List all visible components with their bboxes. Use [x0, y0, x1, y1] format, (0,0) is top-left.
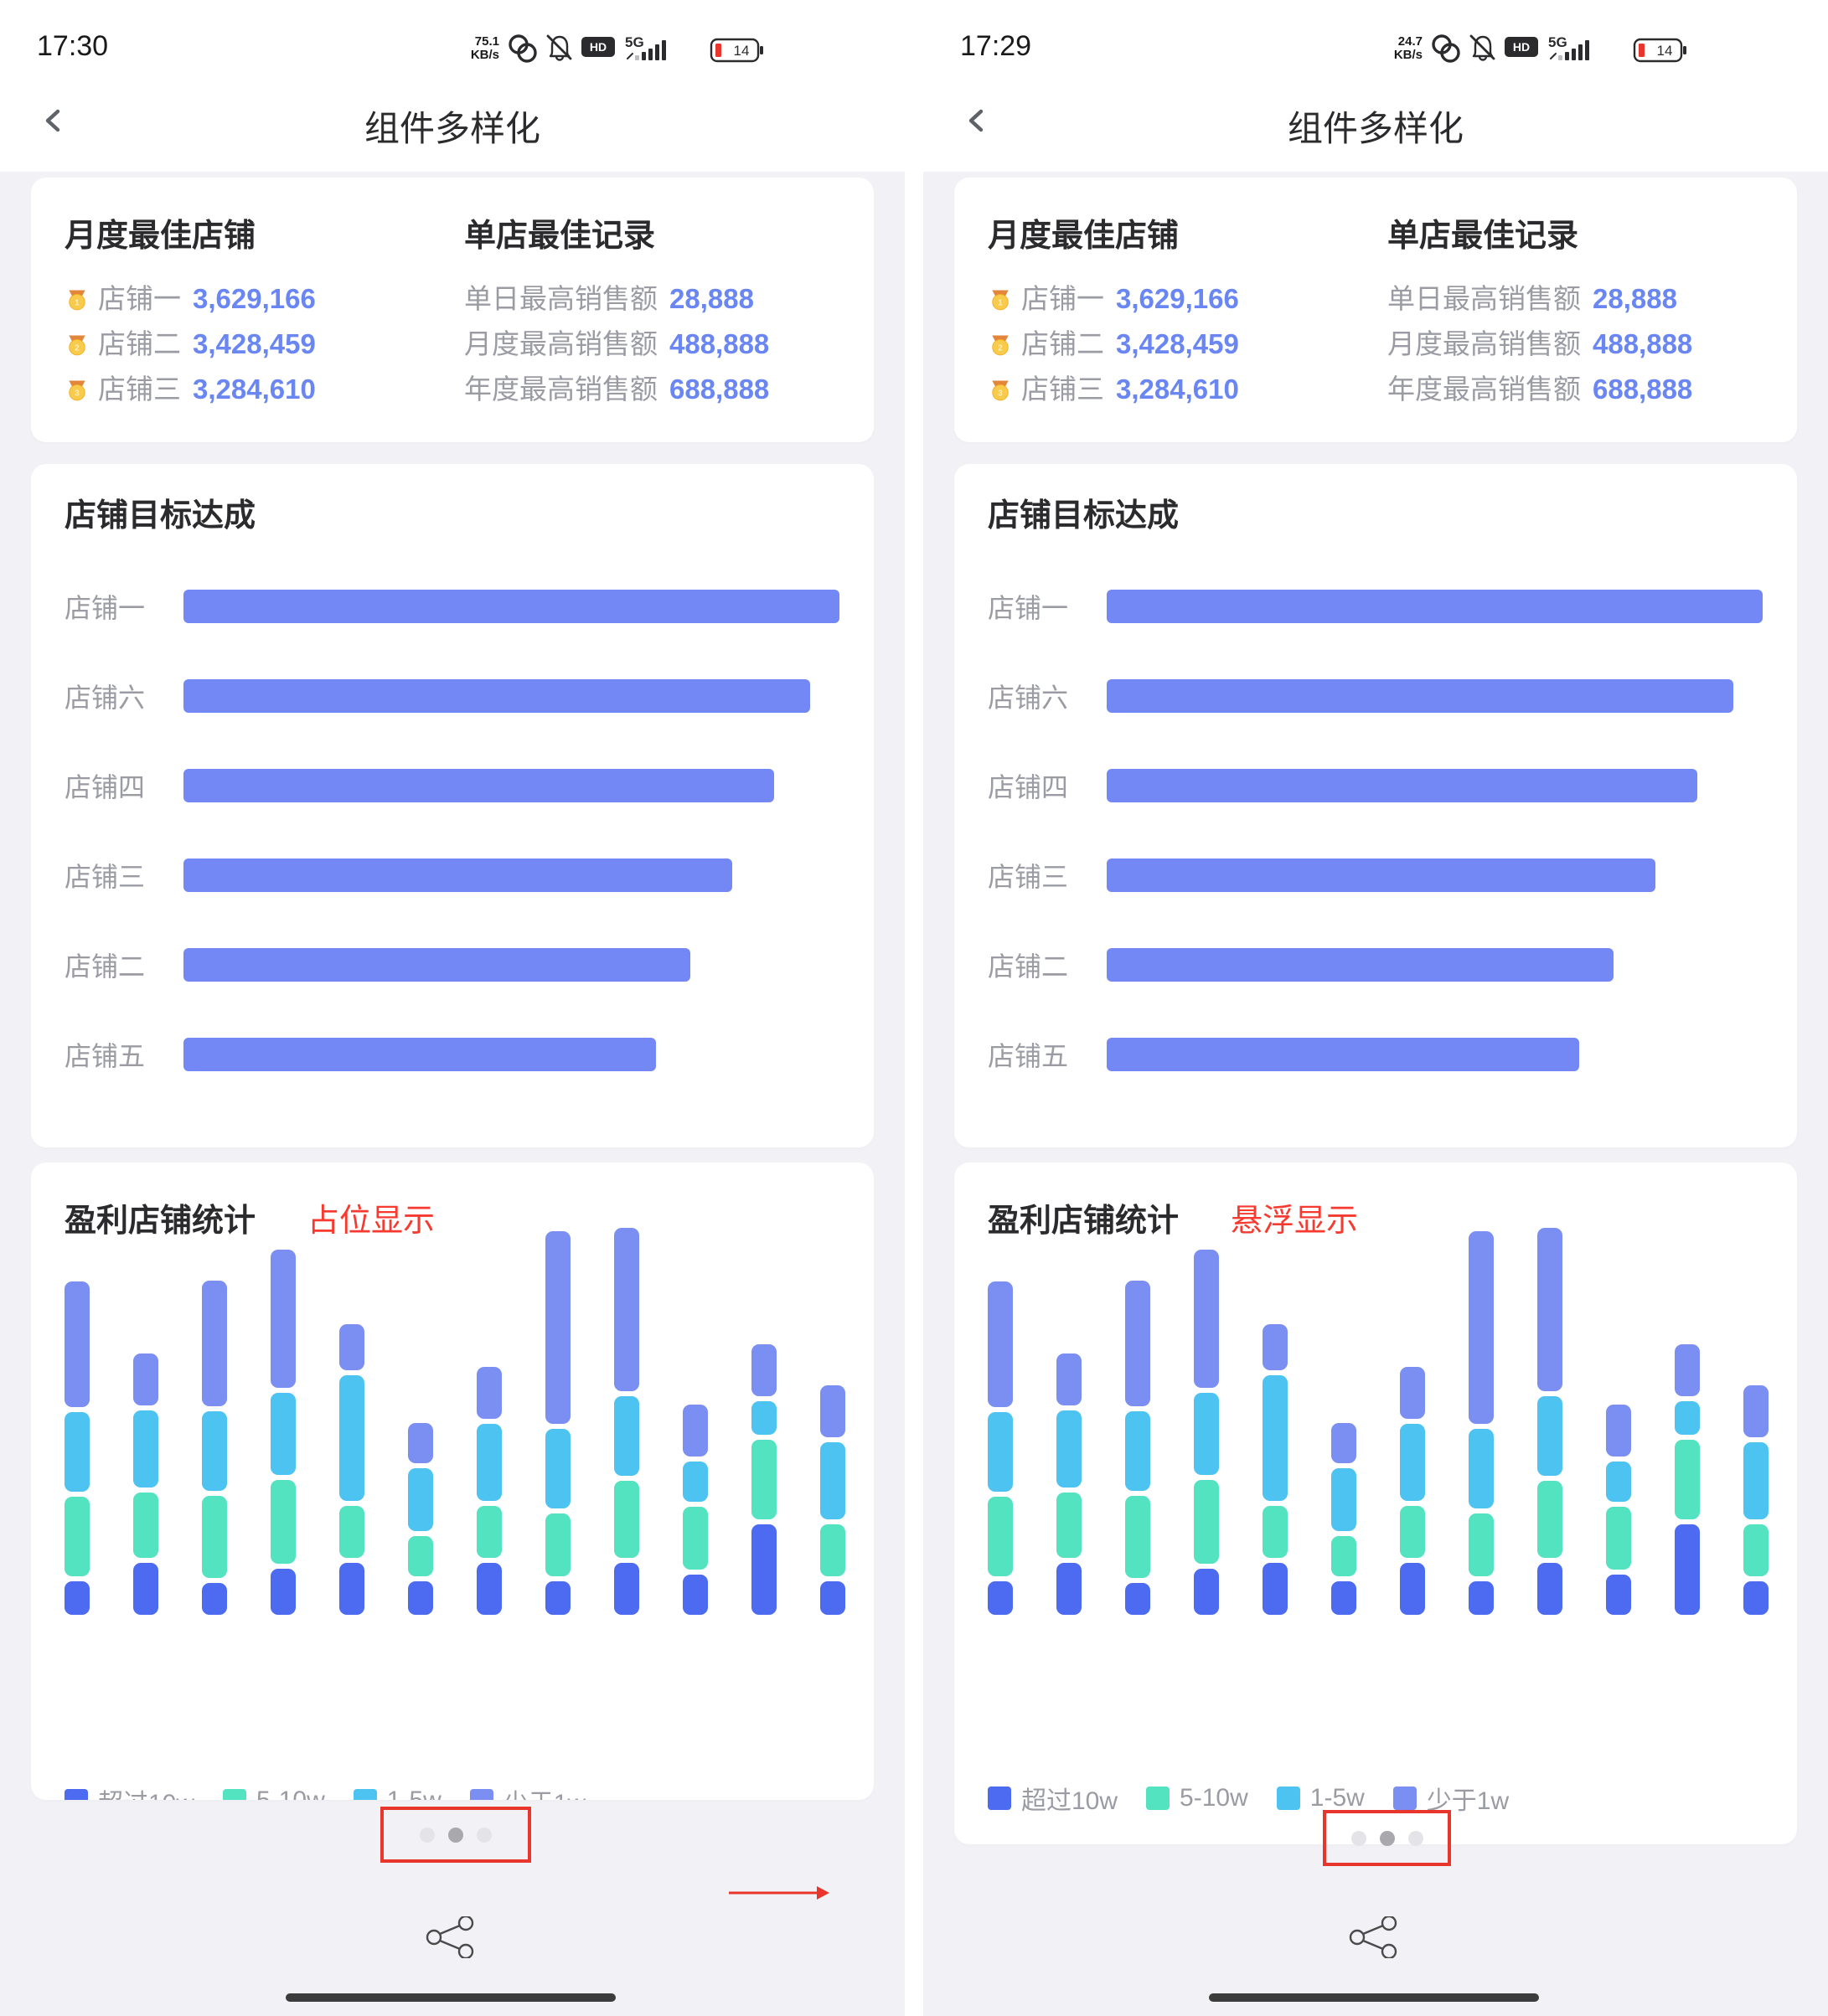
svg-text:1: 1: [75, 299, 80, 308]
svg-text:HD: HD: [1513, 40, 1530, 54]
svg-text:1: 1: [998, 299, 1003, 308]
svg-text:5G: 5G: [625, 34, 644, 50]
svg-text:3: 3: [75, 389, 80, 399]
svg-text:HD: HD: [590, 40, 607, 54]
svg-text:14: 14: [734, 43, 750, 59]
svg-text:2: 2: [75, 344, 79, 353]
svg-text:3: 3: [998, 389, 1003, 399]
svg-text:14: 14: [1657, 43, 1673, 59]
svg-text:5G: 5G: [1548, 34, 1567, 50]
svg-text:2: 2: [998, 344, 1002, 353]
